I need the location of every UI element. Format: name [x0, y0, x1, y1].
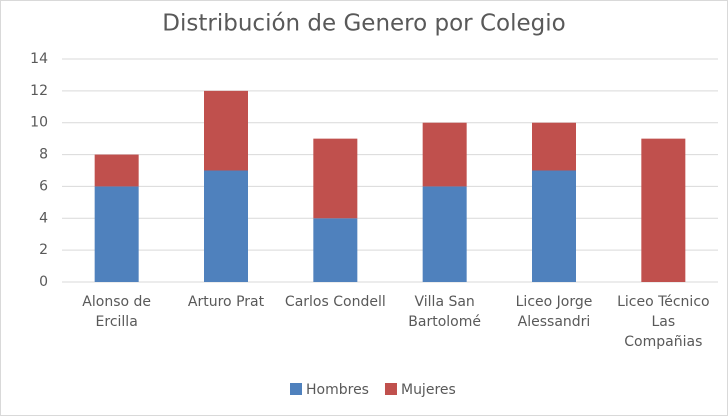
y-tick-label: 12: [30, 83, 48, 99]
bar-segment: [313, 138, 358, 219]
bar-segment: [204, 170, 248, 282]
legend-label: Hombres: [306, 382, 369, 398]
bar-segment: [422, 122, 467, 187]
y-tick-label: 0: [39, 274, 48, 290]
chart-title: Distribución de Genero por Colegio: [162, 11, 565, 37]
y-tick-label: 8: [39, 147, 48, 163]
legend-swatch: [384, 383, 397, 395]
x-tick-label: Arturo Prat: [187, 294, 265, 310]
bar-segment: [641, 138, 686, 282]
bar-segment: [422, 186, 467, 282]
bar-segment: [94, 154, 139, 187]
x-tick-label: Liceo Técnico Las Compañias: [617, 294, 710, 350]
x-tick-label: Liceo Jorge Alessandri: [515, 294, 593, 330]
y-tick-label: 2: [39, 242, 48, 258]
y-tick-label: 10: [30, 115, 48, 131]
x-tick-label: Alonso de Ercilla: [82, 294, 152, 330]
y-tick-label: 14: [30, 51, 48, 67]
bar-segment: [532, 122, 576, 171]
y-tick-label: 6: [39, 178, 48, 194]
bar-segment: [94, 186, 139, 282]
x-tick-label: Carlos Condell: [284, 294, 386, 310]
bar-segment: [532, 170, 576, 282]
legend-label: Mujeres: [401, 382, 456, 398]
y-tick-label: 4: [39, 210, 48, 226]
bar-segment: [313, 218, 358, 282]
legend-swatch: [290, 383, 302, 395]
x-tick-label: Villa San Bartolomé: [408, 294, 481, 330]
bar-segment: [204, 90, 248, 171]
